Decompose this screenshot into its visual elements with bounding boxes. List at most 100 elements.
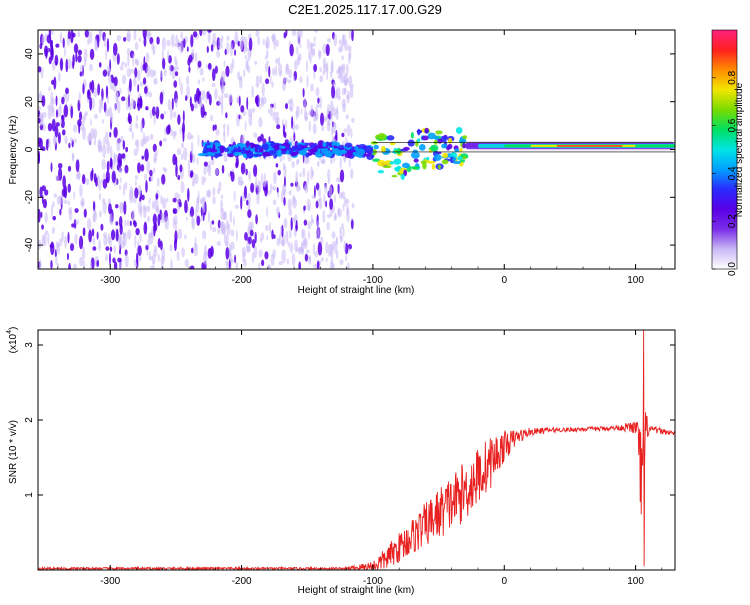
- spectral-signal-blob: [237, 145, 241, 151]
- spectral-noise-blob: [179, 40, 184, 54]
- spectral-noise-blob: [335, 249, 339, 260]
- spectral-noise-blob: [75, 159, 80, 173]
- spectral-noise-blob: [98, 61, 102, 68]
- spectral-noise-blob: [152, 213, 157, 226]
- spectral-noise-blob: [191, 48, 195, 58]
- spectral-noise-blob: [142, 30, 147, 40]
- spectral-noise-blob: [80, 124, 85, 132]
- spectral-noise-blob: [223, 123, 226, 131]
- spectral-noise-blob: [234, 204, 239, 209]
- spectral-noise-blob: [284, 102, 289, 110]
- spectral-noise-blob: [251, 251, 255, 264]
- spectral-noise-blob: [208, 94, 212, 106]
- spectral-noise-blob: [69, 137, 74, 143]
- spectral-noise-blob: [344, 40, 348, 52]
- spectral-noise-blob: [79, 71, 83, 77]
- spectral-noise-blob: [209, 221, 212, 231]
- spectral-noise-blob: [325, 257, 328, 263]
- spectral-signal-blob: [396, 147, 402, 155]
- spectral-noise-blob: [109, 157, 113, 168]
- spectral-noise-blob: [212, 196, 216, 205]
- spectral-noise-blob: [77, 49, 83, 56]
- spectral-noise-blob: [164, 127, 167, 136]
- spectral-noise-blob: [102, 232, 108, 239]
- spectral-noise-blob: [289, 43, 294, 57]
- spectral-noise-blob: [307, 38, 310, 51]
- spectral-noise-blob: [277, 169, 281, 176]
- spectral-noise-blob: [264, 55, 267, 61]
- spectral-signal-blob: [325, 141, 330, 147]
- spectral-noise-blob: [117, 257, 122, 263]
- spectral-signal-blob: [206, 151, 216, 157]
- colorbar-label: Normalized spectral amplitude: [734, 82, 745, 217]
- spectral-noise-blob: [309, 54, 312, 64]
- spectral-noise-blob: [243, 68, 246, 78]
- spectral-noise-blob: [251, 107, 256, 113]
- spectrogram-y-tick-label: 20: [24, 96, 35, 108]
- snr-scale-exponent: 4: [6, 330, 13, 334]
- spectral-noise-blob: [146, 215, 151, 222]
- spectral-noise-blob: [92, 246, 97, 251]
- spectral-noise-blob: [39, 138, 43, 150]
- spectral-noise-blob: [46, 34, 52, 44]
- spectral-noise-blob: [83, 259, 86, 269]
- spectral-noise-blob: [102, 178, 108, 189]
- spectral-noise-blob: [177, 228, 182, 240]
- spectral-noise-blob: [38, 239, 42, 250]
- snr-y-scale-label: (x104): [6, 327, 19, 354]
- spectral-noise-blob: [325, 241, 329, 254]
- spectral-noise-blob: [64, 135, 68, 145]
- spectral-noise-blob: [212, 186, 216, 197]
- spectral-noise-blob: [201, 30, 207, 36]
- spectral-noise-blob: [201, 262, 205, 269]
- spectral-noise-blob: [73, 191, 76, 200]
- spectral-noise-blob: [296, 45, 299, 56]
- spectral-noise-blob: [240, 196, 243, 210]
- spectral-noise-blob: [142, 77, 147, 85]
- spectral-noise-blob: [159, 140, 163, 147]
- spectral-noise-blob: [200, 215, 203, 222]
- spectral-noise-blob: [79, 184, 83, 198]
- snr-scale-prefix: (x10: [8, 333, 19, 353]
- spectral-signal-blob: [426, 156, 430, 161]
- spectral-noise-blob: [79, 256, 84, 267]
- spectral-noise-blob: [64, 46, 66, 57]
- spectral-noise-blob: [184, 258, 189, 267]
- spectral-noise-blob: [65, 87, 69, 95]
- spectral-signal-blob: [288, 150, 293, 155]
- spectral-signal-blob: [253, 153, 262, 157]
- spectral-noise-blob: [129, 186, 134, 200]
- spectral-noise-blob: [187, 187, 190, 202]
- spectral-noise-blob: [156, 177, 160, 188]
- spectral-noise-blob: [89, 96, 93, 111]
- spectral-signal-blob: [391, 174, 398, 178]
- spectral-noise-blob: [314, 30, 319, 33]
- spectral-noise-blob: [67, 183, 71, 193]
- spectrogram-y-axis: -40 -20 0 20 40: [24, 48, 675, 252]
- spectral-noise-blob: [287, 79, 292, 84]
- spectral-noise-blob: [194, 236, 197, 251]
- spectral-noise-blob: [50, 204, 54, 218]
- spectral-noise-blob: [203, 111, 207, 116]
- spectral-signal-blob: [364, 153, 370, 157]
- spectral-noise-blob: [253, 132, 258, 138]
- spectral-noise-blob: [119, 87, 122, 95]
- spectral-noise-blob: [265, 224, 269, 232]
- spectral-noise-blob: [137, 162, 141, 174]
- spectral-noise-blob: [148, 91, 153, 98]
- spectral-noise-blob: [317, 97, 320, 104]
- spectral-noise-blob: [257, 36, 261, 45]
- spectral-noise-blob: [342, 227, 345, 238]
- spectral-noise-blob: [135, 122, 139, 129]
- spectral-noise-blob: [113, 151, 116, 165]
- spectral-noise-blob: [121, 96, 126, 102]
- spectral-noise-blob: [133, 30, 137, 41]
- spectral-noise-blob: [204, 176, 207, 182]
- spectral-noise-blob: [186, 46, 189, 52]
- spectral-noise-blob: [207, 247, 213, 259]
- spectral-noise-blob: [307, 220, 312, 230]
- spectral-noise-blob: [211, 68, 216, 82]
- spectral-noise-blob: [235, 261, 239, 269]
- spectral-noise-blob: [332, 204, 335, 214]
- spectral-noise-blob: [147, 32, 152, 37]
